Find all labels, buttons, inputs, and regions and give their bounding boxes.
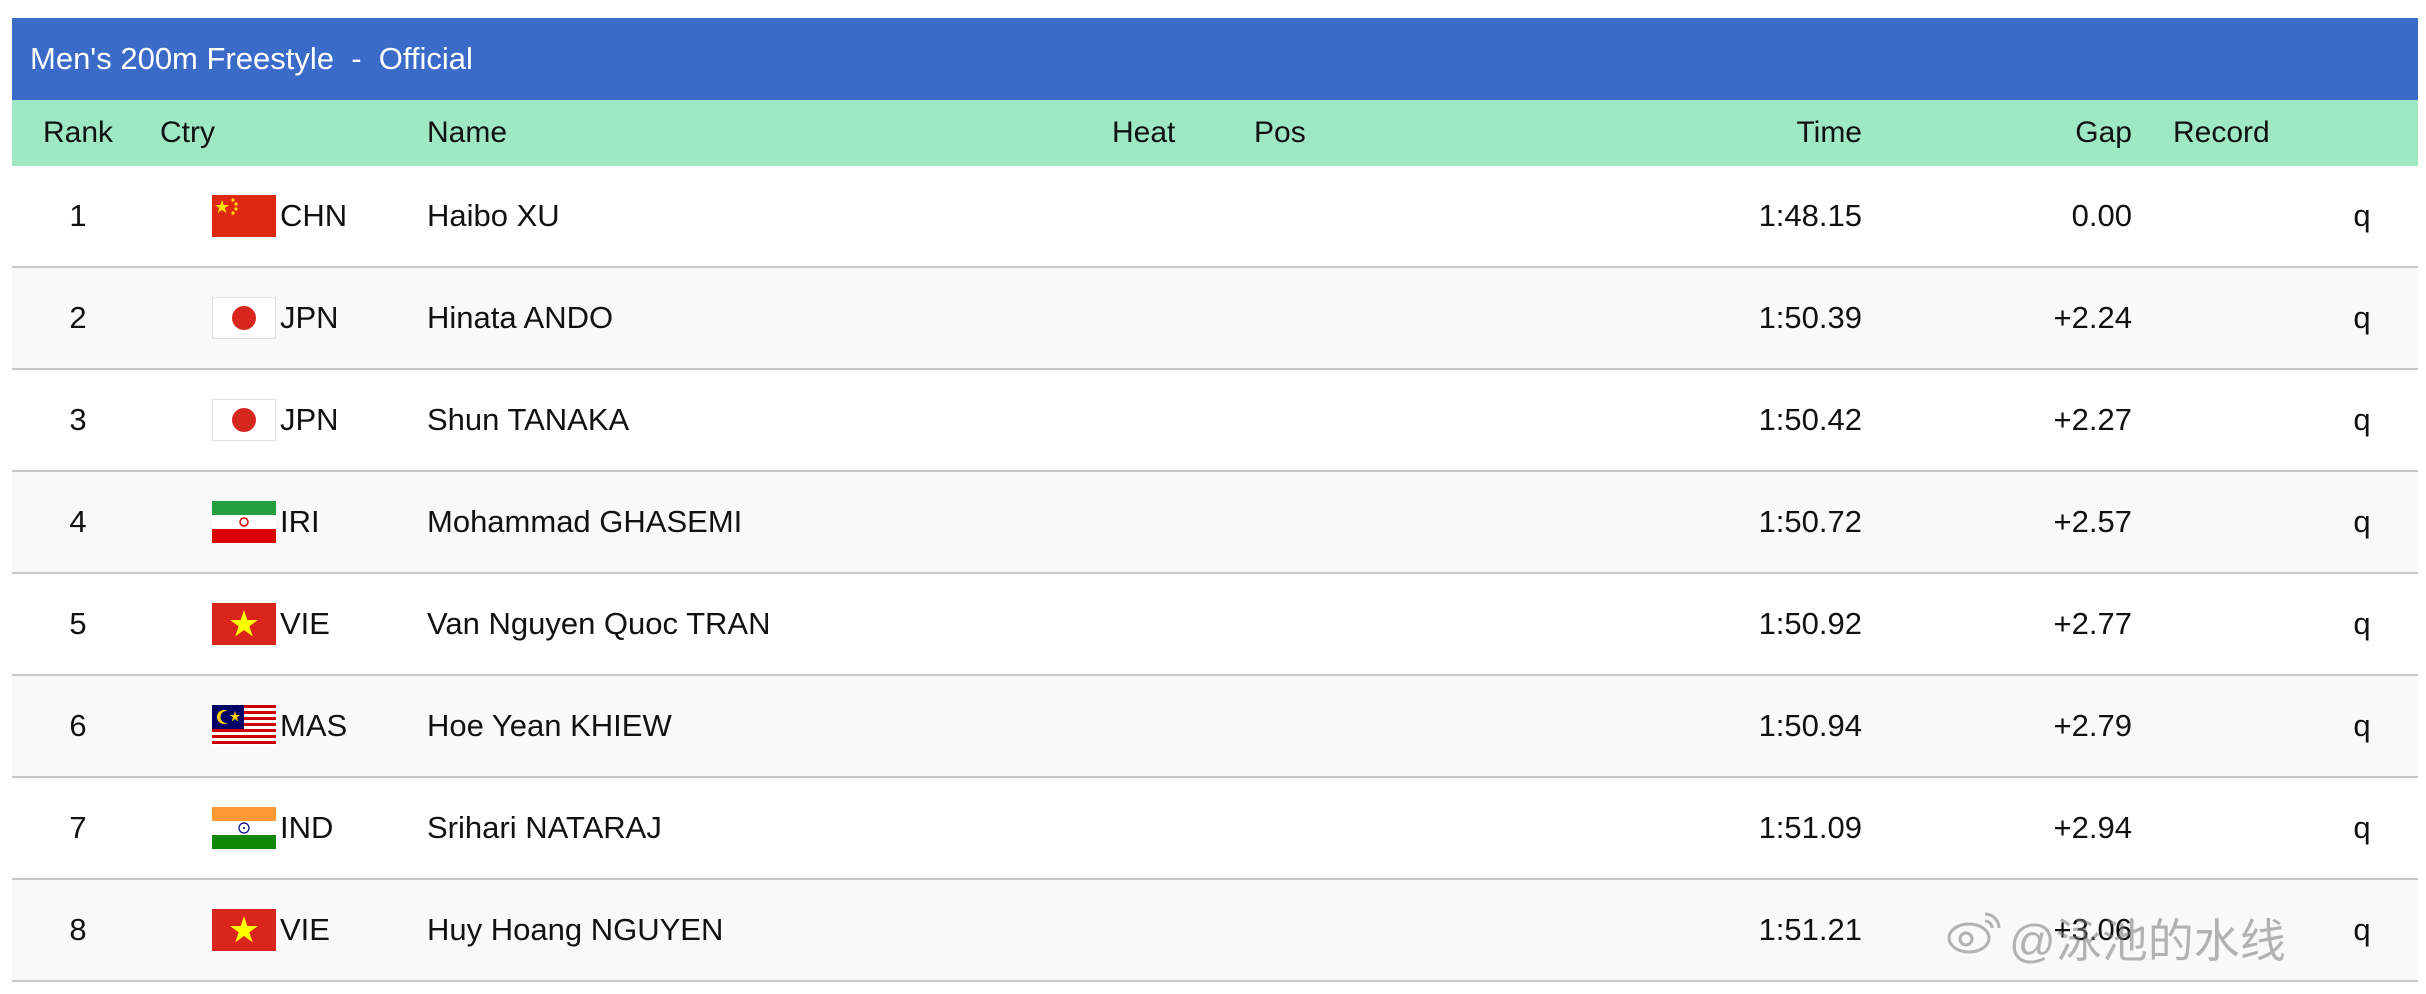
athlete-name: Shun TANAKA <box>427 402 630 437</box>
athlete-name: Haibo XU <box>427 198 560 233</box>
table-row: 1 CHN Haibo XU 1:48.15 0.00 q <box>12 166 2418 268</box>
watermark-text: @泳池的水线 <box>2009 915 2286 967</box>
vietnam-flag-icon <box>212 603 276 645</box>
time-cell: 1:50.92 <box>1758 606 1862 641</box>
time-cell: 1:50.94 <box>1758 708 1862 743</box>
header-record: Record <box>2173 116 2270 149</box>
athlete-name: Huy Hoang NGUYEN <box>427 912 724 947</box>
watermark: @泳池的水线 <box>1945 905 2286 971</box>
qualified-mark: q <box>2353 810 2371 845</box>
time-cell: 1:50.72 <box>1758 504 1862 539</box>
country-cell: VIE <box>212 574 330 674</box>
table-body: 1 CHN Haibo XU 1:48.15 0.00 q 2 JPN Hinata ANDO 1… <box>12 166 2418 982</box>
gap-cell: +2.24 <box>2053 300 2132 335</box>
gap-cell: +2.57 <box>2053 504 2132 539</box>
qualified-mark: q <box>2353 912 2371 947</box>
qualified-mark: q <box>2353 402 2371 437</box>
time-cell: 1:51.21 <box>1758 912 1862 947</box>
table-row: 6 MAS Hoe Yean KHIEW 1:50.94 +2.79 q <box>12 676 2418 778</box>
header-time: Time <box>1796 116 1862 149</box>
event-title: Men's 200m Freestyle - Official <box>12 18 2418 100</box>
gap-cell: +3.06 <box>2053 912 2132 947</box>
table-row: 5 VIE Van Nguyen Quoc TRAN 1:50.92 +2.77 q <box>12 574 2418 676</box>
table-row: 3 JPN Shun TANAKA 1:50.42 +2.27 q <box>12 370 2418 472</box>
country-cell: IRI <box>212 472 320 572</box>
country-cell: IND <box>212 778 333 878</box>
country-code: CHN <box>280 198 348 233</box>
header-heat: Heat <box>1112 116 1176 149</box>
country-code: VIE <box>280 606 330 641</box>
rank-cell: 4 <box>69 504 87 539</box>
rank-cell: 8 <box>69 912 87 947</box>
athlete-name: Hoe Yean KHIEW <box>427 708 672 743</box>
country-code: VIE <box>280 912 330 947</box>
results-table: Men's 200m Freestyle - Official Rank Ctr… <box>12 18 2418 982</box>
rank-cell: 3 <box>69 402 87 437</box>
china-flag-icon <box>212 195 276 237</box>
gap-cell: +2.27 <box>2053 402 2132 437</box>
table-row: 2 JPN Hinata ANDO 1:50.39 +2.24 q <box>12 268 2418 370</box>
rank-cell: 6 <box>69 708 87 743</box>
time-cell: 1:50.42 <box>1758 402 1862 437</box>
table-row: 4 IRI Mohammad GHASEMI 1:50.72 +2.57 q <box>12 472 2418 574</box>
gap-cell: +2.94 <box>2053 810 2132 845</box>
qualified-mark: q <box>2353 198 2371 233</box>
india-flag-icon <box>212 807 276 849</box>
athlete-name: Mohammad GHASEMI <box>427 504 743 539</box>
table-row: 8 VIE Huy Hoang NGUYEN 1:51.21 +3.06 q <box>12 880 2418 982</box>
rank-cell: 5 <box>69 606 87 641</box>
country-code: MAS <box>280 708 348 743</box>
qualified-mark: q <box>2353 606 2371 641</box>
country-cell: CHN <box>212 166 347 266</box>
gap-cell: +2.77 <box>2053 606 2132 641</box>
rank-cell: 7 <box>69 810 87 845</box>
athlete-name: Van Nguyen Quoc TRAN <box>427 606 771 641</box>
japan-flag-icon <box>212 297 276 339</box>
gap-cell: 0.00 <box>2071 198 2132 233</box>
qualified-mark: q <box>2353 300 2371 335</box>
time-cell: 1:50.39 <box>1758 300 1862 335</box>
country-code: IRI <box>280 504 320 539</box>
gap-cell: +2.79 <box>2053 708 2132 743</box>
header-pos: Pos <box>1254 116 1306 149</box>
malaysia-flag-icon <box>212 705 276 747</box>
time-cell: 1:48.15 <box>1758 198 1862 233</box>
table-header: Rank Ctry Name Heat Pos Time Gap Record <box>12 100 2418 166</box>
rank-cell: 1 <box>69 198 87 233</box>
header-name: Name <box>427 116 508 149</box>
athlete-name: Srihari NATARAJ <box>427 810 662 845</box>
header-gap: Gap <box>2075 116 2132 149</box>
country-cell: JPN <box>212 370 339 470</box>
vietnam-flag-icon <box>212 909 276 951</box>
country-code: JPN <box>280 300 339 335</box>
country-cell: JPN <box>212 268 339 368</box>
country-code: JPN <box>280 402 339 437</box>
country-cell: VIE <box>212 880 330 980</box>
header-rank: Rank <box>42 116 114 149</box>
iran-flag-icon <box>212 501 276 543</box>
table-row: 7 IND Srihari NATARAJ 1:51.09 +2.94 q <box>12 778 2418 880</box>
japan-flag-icon <box>212 399 276 441</box>
country-code: IND <box>280 810 334 845</box>
qualified-mark: q <box>2353 504 2371 539</box>
country-cell: MAS <box>212 676 347 776</box>
header-ctry: Ctry <box>160 116 215 149</box>
athlete-name: Hinata ANDO <box>427 300 614 335</box>
weibo-icon <box>1945 908 2009 969</box>
rank-cell: 2 <box>69 300 87 335</box>
time-cell: 1:51.09 <box>1758 810 1862 845</box>
qualified-mark: q <box>2353 708 2371 743</box>
